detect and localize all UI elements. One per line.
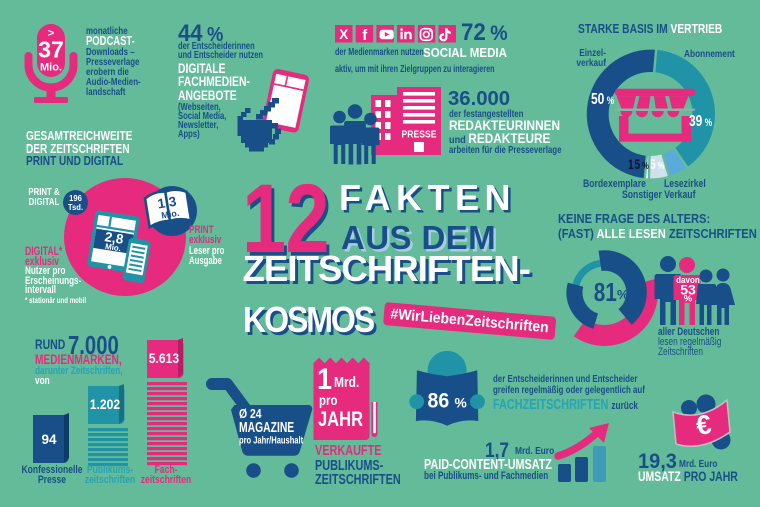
svg-text:Mrd.: Mrd. xyxy=(334,374,359,391)
svg-text:86: 86 xyxy=(428,390,450,413)
svg-text:>: > xyxy=(48,28,54,40)
svg-text:pro: pro xyxy=(319,393,338,408)
svg-text:€: € xyxy=(694,409,713,441)
svg-text:1.202: 1.202 xyxy=(90,396,120,412)
svg-text:%: % xyxy=(684,294,693,305)
svg-text:f: f xyxy=(362,27,368,44)
svg-text:%: % xyxy=(617,287,629,302)
svg-text:Mio.: Mio. xyxy=(104,242,121,253)
svg-text:X: X xyxy=(339,27,348,42)
svg-text:81: 81 xyxy=(594,278,617,307)
svg-text:Mio.: Mio. xyxy=(40,62,62,74)
svg-text:53: 53 xyxy=(680,281,696,297)
svg-text:Mio.: Mio. xyxy=(161,208,180,221)
svg-text:JAHR: JAHR xyxy=(318,408,363,432)
svg-text:MAGAZINE: MAGAZINE xyxy=(239,418,295,435)
svg-text:Ø 24: Ø 24 xyxy=(239,407,262,421)
svg-text:PRESSE: PRESSE xyxy=(402,129,437,141)
svg-text:37: 37 xyxy=(38,37,64,63)
svg-text:2,8: 2,8 xyxy=(104,229,125,247)
svg-text:5.613: 5.613 xyxy=(149,350,179,366)
svg-text:davon: davon xyxy=(676,275,700,286)
svg-text:1: 1 xyxy=(317,363,332,397)
svg-text:1,3: 1,3 xyxy=(157,194,178,212)
svg-text:%: % xyxy=(455,395,467,410)
svg-text:pro Jahr/Haushalt: pro Jahr/Haushalt xyxy=(239,434,303,445)
svg-text:94: 94 xyxy=(41,432,57,447)
